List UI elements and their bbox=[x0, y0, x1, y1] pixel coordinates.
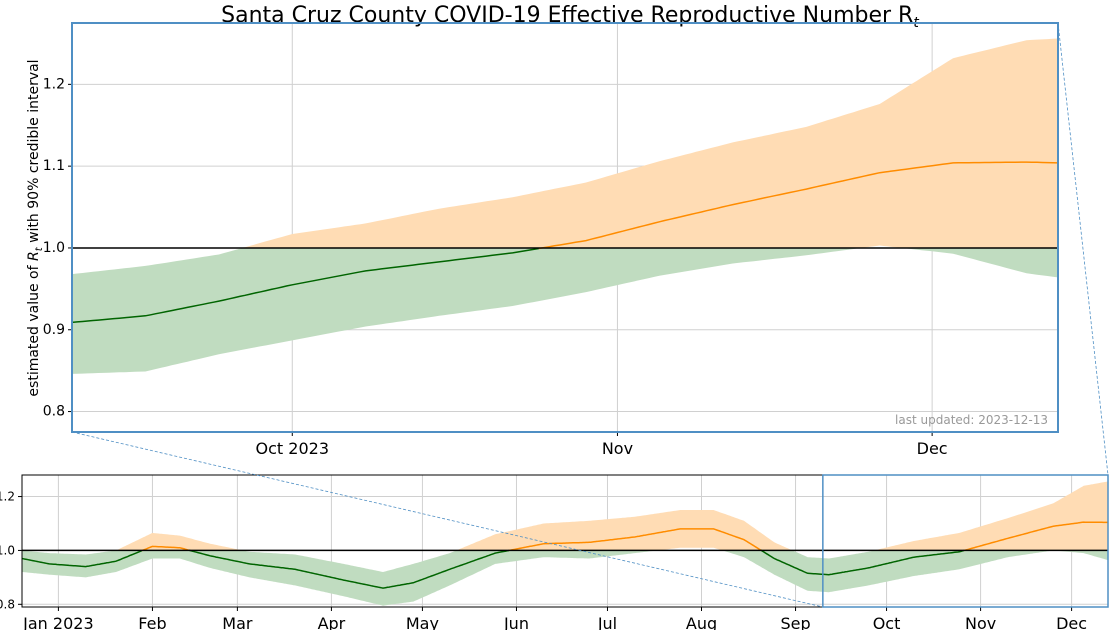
overview-panel-xtick-label-11: Dec bbox=[1056, 614, 1087, 630]
overview-panel-xtick-label-8: Sep bbox=[780, 614, 810, 630]
overview-panel-xtick-label-3: Apr bbox=[318, 614, 346, 630]
zoom-panel-ytick-label-0: 0.8 bbox=[43, 404, 65, 420]
zoom-panel-plot bbox=[72, 38, 1058, 374]
zoom-panel-xtick-label-1: Nov bbox=[602, 439, 633, 458]
zoom-panel: 0.8 0.9 1.0 1.1 1.2 Oct 2023 Nov Dec last update… bbox=[43, 22, 1059, 458]
zoom-connectors bbox=[71, 22, 1109, 608]
connector-right bbox=[1057, 22, 1109, 476]
y-axis-label: estimated value of Rt with 90% credible … bbox=[26, 59, 45, 396]
overview-panel-xtick-label-7: Aug bbox=[686, 614, 717, 630]
overview-panel-median-line-1 bbox=[141, 545, 189, 552]
last-updated-note: last updated: 2023-12-13 bbox=[895, 413, 1048, 427]
zoom-frame bbox=[71, 22, 1059, 433]
zoom-panel-band-below bbox=[72, 247, 1058, 374]
overview-panel: 0.8 1.0 1.2 Jan 2023 Feb Mar Apr May Jun Jul Aug Se… bbox=[0, 474, 1109, 630]
connector-left bbox=[71, 431, 823, 608]
overview-panel-ytick-label-2: 1.2 bbox=[0, 490, 15, 504]
zoom-panel-ytick-label-1: 0.9 bbox=[43, 322, 65, 338]
zoom-panel-ytick-label-2: 1.0 bbox=[43, 240, 65, 256]
y-axis-label-sub: t bbox=[34, 246, 45, 251]
y-axis-label-part2: with 90% credible interval bbox=[26, 59, 42, 247]
overview-panel-median-line-4 bbox=[760, 549, 965, 576]
zoom-panel-xtick-label-0: Oct 2023 bbox=[256, 439, 329, 458]
zoom-panel-band-above bbox=[72, 38, 1058, 248]
zoom-window-indicator bbox=[822, 474, 1109, 608]
overview-panel-xtick-label-10: Nov bbox=[965, 614, 996, 630]
zoom-panel-ytick-label-3: 1.1 bbox=[43, 158, 65, 174]
overview-panel-xtick-label-5: Jun bbox=[503, 614, 529, 630]
overview-panel-median-line-0 bbox=[22, 550, 143, 568]
zoom-panel-median-line-0 bbox=[72, 247, 539, 324]
overview-panel-band-above bbox=[22, 481, 1108, 551]
overview-panel-xtick-label-2: Mar bbox=[222, 614, 253, 630]
chart-title-text: Santa Cruz County COVID-19 Effective Rep… bbox=[221, 3, 913, 28]
overview-panel-median-line-5 bbox=[963, 521, 1108, 552]
overview-panel-xtick-label-6: Jul bbox=[597, 614, 617, 630]
overview-panel-median-line-2 bbox=[188, 549, 510, 589]
overview-panel-xtick-label-4: May bbox=[406, 614, 439, 630]
overview-panel-xtick-label-0: Jan 2023 bbox=[22, 614, 93, 630]
y-axis-label-r: R bbox=[26, 251, 42, 261]
overview-panel-xtick-label-1: Feb bbox=[138, 614, 166, 630]
overview-panel-band-below bbox=[22, 550, 1108, 606]
overview-panel-plot bbox=[22, 481, 1108, 606]
zoom-panel-xtick-label-2: Dec bbox=[917, 439, 948, 458]
overview-panel-ytick-label-0: 0.8 bbox=[0, 597, 15, 611]
y-axis-label-part1: estimated value of bbox=[26, 261, 42, 397]
zoom-panel-median-line-1 bbox=[538, 161, 1058, 250]
chart-title: Santa Cruz County COVID-19 Effective Rep… bbox=[221, 3, 919, 31]
zoom-panel-ytick-label-4: 1.2 bbox=[43, 76, 65, 92]
overview-panel-xtick-label-9: Oct bbox=[873, 614, 901, 630]
overview-panel-ytick-label-1: 1.0 bbox=[0, 543, 15, 557]
